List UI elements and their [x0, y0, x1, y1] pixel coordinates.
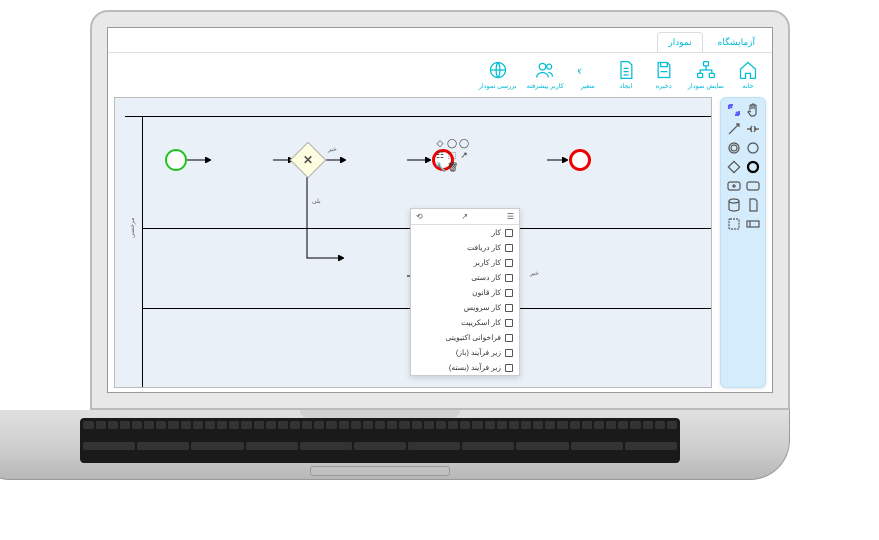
- intermediate-event-shape[interactable]: [726, 140, 742, 156]
- shape-palette: [720, 97, 766, 388]
- context-item-subprocess-closed[interactable]: زیر فرآیند (بسته): [411, 360, 519, 375]
- element-tooling[interactable]: ◇◯◯☷⬚↗🔧🗑: [435, 138, 469, 172]
- bpmn-app: آزمایشگاه نمودار خانه نمایش نمودار ذخیره: [108, 28, 772, 392]
- tree-icon: [696, 60, 716, 80]
- svg-text:fx: fx: [578, 66, 582, 77]
- context-item-service-task[interactable]: کار سرویس: [411, 300, 519, 315]
- lasso-tool[interactable]: [726, 102, 742, 118]
- home-icon: [738, 60, 758, 80]
- context-item-script-task[interactable]: کار اسکریپت: [411, 315, 519, 330]
- advanced-user-button[interactable]: کاربر پیشرفته: [523, 58, 568, 92]
- laptop-base: [0, 410, 790, 480]
- edge-label-no-2: خیر: [530, 270, 539, 277]
- screen-bezel: آزمایشگاه نمودار خانه نمایش نمودار ذخیره: [90, 10, 790, 410]
- start-event-shape[interactable]: [745, 140, 761, 156]
- fx-icon: fx: [578, 60, 598, 80]
- context-item-rule-task[interactable]: کار قانون: [411, 285, 519, 300]
- hand-tool[interactable]: [745, 102, 761, 118]
- pool-shape[interactable]: [745, 216, 761, 232]
- tabs-bar: آزمایشگاه نمودار: [108, 28, 772, 53]
- tab-lab[interactable]: آزمایشگاه: [707, 32, 766, 52]
- save-label: ذخیره: [656, 82, 672, 90]
- edge-label-yes-1: بلی: [312, 198, 321, 205]
- start-event[interactable]: [165, 149, 187, 171]
- task-type-context-menu: ⟲↗☰ کار کار دریافت کار کاربر کار دستی کا…: [410, 208, 520, 376]
- context-item-call-activity[interactable]: فراخوانی اکتیویتی: [411, 330, 519, 345]
- variable-button[interactable]: fx متغیر: [570, 58, 606, 92]
- inspect-diagram-button[interactable]: بررسی نمودار: [475, 58, 521, 92]
- trackpad: [310, 466, 450, 476]
- edge-label-no-1: خیر: [328, 146, 337, 153]
- variable-label: متغیر: [581, 82, 595, 90]
- task-shape[interactable]: [745, 178, 761, 194]
- data-object-shape[interactable]: [745, 197, 761, 213]
- toolbar: خانه نمایش نمودار ذخیره ایجاد: [108, 53, 772, 97]
- document-icon: [616, 60, 636, 80]
- context-item-user-task[interactable]: کار کاربر: [411, 255, 519, 270]
- screen: آزمایشگاه نمودار خانه نمایش نمودار ذخیره: [107, 27, 773, 393]
- save-button[interactable]: ذخیره: [646, 58, 682, 92]
- tab-diagram[interactable]: نمودار: [657, 32, 702, 52]
- home-button[interactable]: خانه: [730, 58, 766, 92]
- show-diagram-button[interactable]: نمایش نمودار: [684, 58, 728, 92]
- show-diagram-label: نمایش نمودار: [688, 82, 724, 90]
- user-icon: [535, 60, 555, 80]
- keyboard: [80, 418, 680, 463]
- connect-tool[interactable]: [726, 121, 742, 137]
- save-icon: [654, 60, 674, 80]
- workspace: مرخصی: [108, 97, 772, 392]
- home-label: خانه: [742, 82, 753, 90]
- context-item-subprocess-open[interactable]: زیر فرآیند (باز): [411, 345, 519, 360]
- group-shape[interactable]: [726, 216, 742, 232]
- end-event-shape[interactable]: [745, 159, 761, 175]
- inspect-diagram-label: بررسی نمودار: [479, 82, 517, 90]
- diagram-canvas[interactable]: مرخصی: [114, 97, 712, 388]
- data-store-shape[interactable]: [726, 197, 742, 213]
- context-item-manual-task[interactable]: کار دستی: [411, 270, 519, 285]
- end-event-2[interactable]: [569, 149, 591, 171]
- advanced-user-label: کاربر پیشرفته: [527, 82, 564, 90]
- subprocess-shape[interactable]: [726, 178, 742, 194]
- context-menu-header: ⟲↗☰: [411, 209, 519, 225]
- globe-icon: [488, 60, 508, 80]
- laptop-mockup: آزمایشگاه نمودار خانه نمایش نمودار ذخیره: [90, 10, 790, 510]
- context-item-receive-task[interactable]: کار دریافت: [411, 240, 519, 255]
- create-button[interactable]: ایجاد: [608, 58, 644, 92]
- space-tool[interactable]: [745, 121, 761, 137]
- gateway-shape[interactable]: [726, 159, 742, 175]
- create-label: ایجاد: [619, 82, 632, 90]
- context-item-task[interactable]: کار: [411, 225, 519, 240]
